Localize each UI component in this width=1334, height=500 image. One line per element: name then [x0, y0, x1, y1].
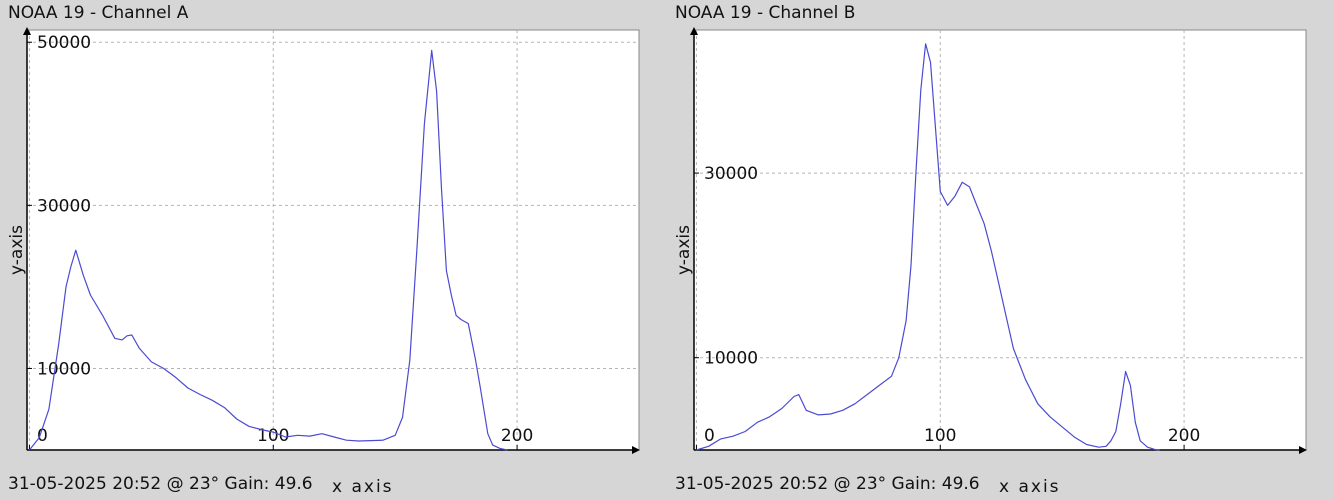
chart-title: NOAA 19 - Channel A: [8, 3, 189, 23]
x-tick-label: 100: [924, 426, 956, 446]
x-tick-label: 100: [257, 426, 289, 446]
x-axis-label: x axis: [332, 477, 394, 497]
y-axis-arrow: [690, 27, 698, 35]
y-tick-label: 50000: [37, 33, 91, 53]
series-line: [28, 49, 508, 451]
plot-area: [693, 29, 1307, 451]
chart-title: NOAA 19 - Channel B: [675, 3, 856, 23]
x-axis-arrow: [1299, 446, 1307, 454]
footer-text: 31-05-2025 20:52 @ 23° Gain: 49.6: [675, 474, 980, 494]
footer-text: 31-05-2025 20:52 @ 23° Gain: 49.6: [8, 474, 313, 494]
chart-channel-b: 100 200 0 10000 30000 x axis: [690, 27, 1307, 497]
x-axis-label: x axis: [999, 477, 1061, 497]
status-footer: 31-05-2025 20:52 @ 23° Gain: 49.6: [675, 474, 980, 494]
y-tick-label: 10000: [704, 349, 758, 369]
y-tick-label: 30000: [704, 164, 758, 184]
plot-area: [26, 29, 640, 451]
status-footer: 31-05-2025 20:52 @ 23° Gain: 49.6: [8, 474, 313, 494]
panel-channel-a: NOAA 19 - Channel A y-axis 100 200 0 10000 3…: [7, 3, 640, 497]
y-tick-label: 0: [37, 426, 48, 446]
chart-channel-a: 100 200 0 10000 30000 50000 x axis: [23, 27, 640, 497]
series-line: [696, 43, 1160, 451]
x-axis-arrow: [632, 446, 640, 454]
y-tick-label: 30000: [37, 196, 91, 216]
y-tick-label: 10000: [37, 359, 91, 379]
x-tick-label: 200: [1168, 426, 1200, 446]
y-axis-arrow: [23, 27, 31, 35]
panel-channel-b: NOAA 19 - Channel B y-axis 100 200 0 10000 3…: [667, 0, 1334, 500]
y-tick-label: 0: [704, 426, 715, 446]
x-tick-label: 200: [501, 426, 533, 446]
